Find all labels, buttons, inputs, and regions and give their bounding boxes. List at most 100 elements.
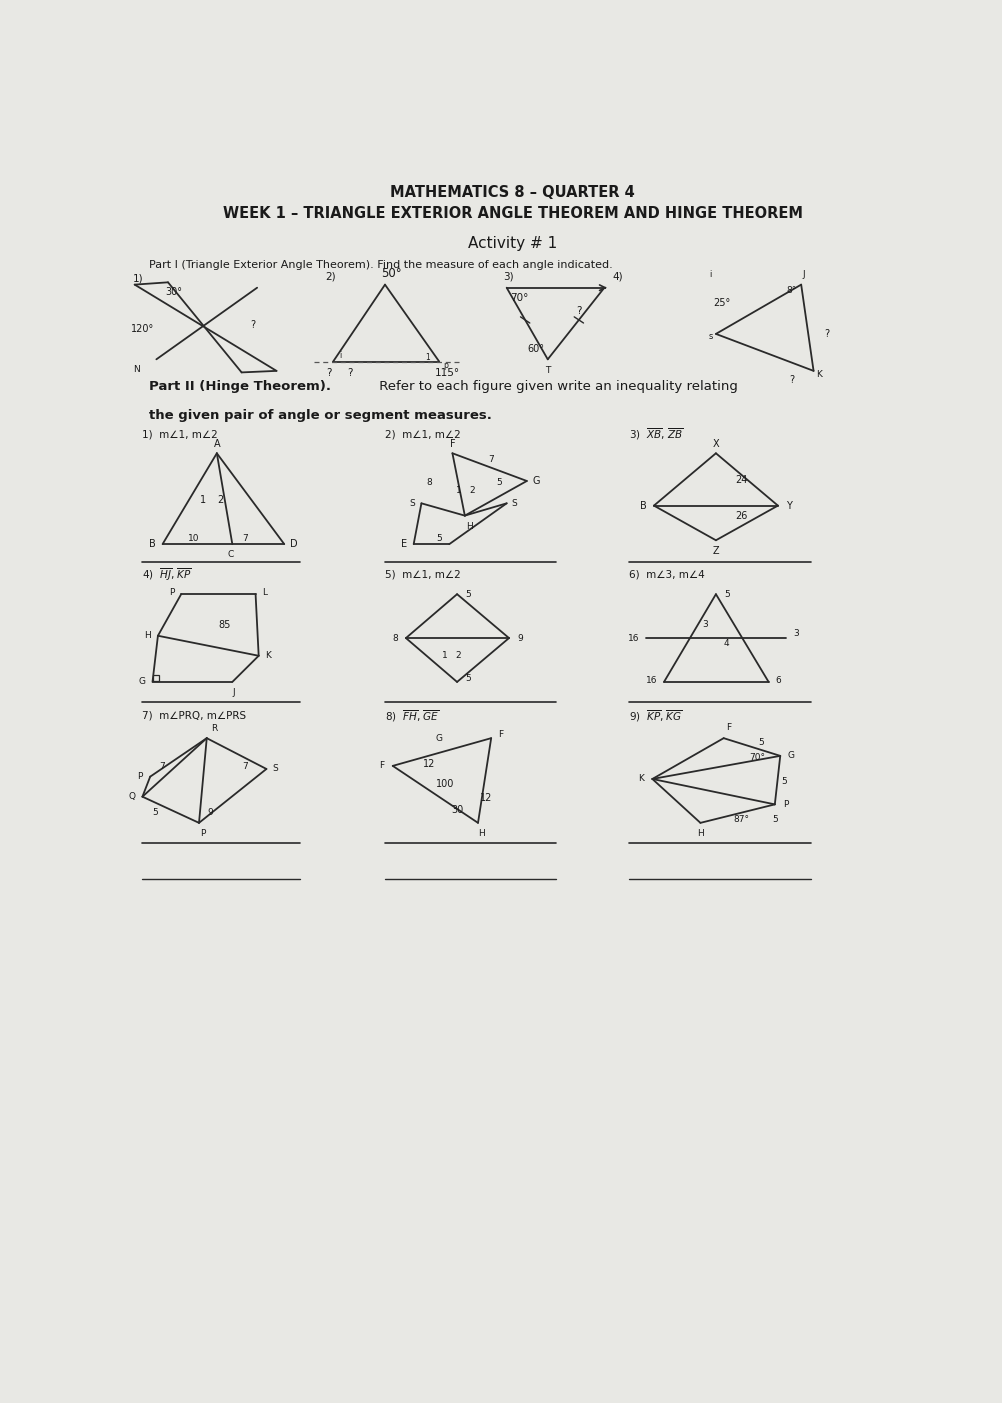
Text: 9: 9	[207, 808, 213, 817]
Text: Y: Y	[785, 501, 791, 511]
Text: K: K	[638, 774, 644, 783]
Text: ?: ?	[789, 375, 794, 384]
Text: S: S	[511, 499, 517, 508]
Text: 9)  $\overline{KP}$, $\overline{KG}$: 9) $\overline{KP}$, $\overline{KG}$	[628, 709, 682, 724]
Text: G: G	[787, 752, 794, 760]
Text: A: A	[213, 439, 219, 449]
Text: 7: 7	[488, 455, 494, 464]
Text: F: F	[725, 723, 730, 732]
Text: 2: 2	[216, 495, 222, 505]
Text: 2: 2	[469, 485, 475, 495]
Text: ?: ?	[326, 368, 332, 379]
Text: 9: 9	[516, 634, 522, 643]
Text: i: i	[340, 351, 342, 361]
Text: P: P	[783, 800, 788, 810]
Text: 5: 5	[151, 808, 157, 817]
Text: 25°: 25°	[712, 297, 730, 309]
Text: G: G	[532, 476, 539, 485]
Text: 12: 12	[423, 759, 435, 769]
Text: G: G	[435, 734, 442, 742]
Text: Part I (Triangle Exterior Angle Theorem). Find the measure of each angle indicat: Part I (Triangle Exterior Angle Theorem)…	[148, 260, 612, 269]
Text: 5: 5	[465, 673, 470, 683]
Text: 1): 1)	[133, 274, 143, 283]
Text: E: E	[401, 539, 407, 549]
Text: 70°: 70°	[509, 293, 528, 303]
Text: 50°: 50°	[381, 268, 401, 281]
Text: Activity # 1: Activity # 1	[468, 236, 557, 251]
Text: 4: 4	[722, 638, 728, 648]
Text: 5)  m∠1, m∠2: 5) m∠1, m∠2	[385, 570, 460, 579]
Text: 30°: 30°	[164, 288, 181, 297]
Text: S: S	[273, 765, 279, 773]
Text: B: B	[639, 501, 646, 511]
Text: 87°: 87°	[732, 815, 748, 825]
Text: 60°: 60°	[527, 344, 544, 355]
Text: 1: 1	[199, 495, 205, 505]
Text: 5: 5	[781, 777, 787, 786]
Text: F: F	[379, 762, 384, 770]
Text: 4)  $\overline{HJ}$, $\overline{KP}$: 4) $\overline{HJ}$, $\overline{KP}$	[142, 567, 192, 584]
Text: F: F	[497, 730, 503, 739]
Bar	[153, 675, 159, 682]
Text: 5: 5	[496, 478, 501, 487]
Text: 3): 3)	[503, 272, 514, 282]
Text: 70°: 70°	[748, 753, 765, 762]
Text: C: C	[227, 550, 233, 560]
Text: s: s	[707, 331, 712, 341]
Text: Refer to each figure given write an inequality relating: Refer to each figure given write an ineq…	[375, 380, 737, 393]
Text: F: F	[449, 439, 455, 449]
Text: 1: 1	[425, 352, 430, 362]
Text: ?: ?	[575, 306, 581, 316]
Text: 5: 5	[465, 589, 470, 599]
Text: ?: ?	[347, 368, 353, 379]
Text: 16: 16	[645, 676, 656, 685]
Text: 7)  m∠PRQ, m∠PRS: 7) m∠PRQ, m∠PRS	[142, 711, 246, 721]
Text: Q: Q	[128, 793, 135, 801]
Text: J: J	[232, 689, 234, 697]
Text: S: S	[409, 499, 415, 508]
Text: 85: 85	[218, 620, 230, 630]
Text: 120°: 120°	[130, 324, 154, 334]
Text: K: K	[816, 370, 821, 379]
Text: the given pair of angle or segment measures.: the given pair of angle or segment measu…	[148, 410, 491, 422]
Text: 5: 5	[772, 815, 777, 825]
Text: G: G	[138, 678, 145, 686]
Text: 8: 8	[426, 478, 432, 487]
Text: 3)  $\overline{XB}$, $\overline{ZB}$: 3) $\overline{XB}$, $\overline{ZB}$	[628, 427, 682, 442]
Text: X: X	[711, 439, 718, 449]
Text: 7: 7	[159, 762, 165, 772]
Text: 12: 12	[479, 793, 491, 804]
Text: 8°: 8°	[786, 286, 797, 295]
Text: 100: 100	[435, 779, 454, 790]
Text: P: P	[200, 829, 205, 838]
Text: R: R	[211, 724, 217, 734]
Text: 6: 6	[775, 676, 780, 685]
Text: 26: 26	[734, 511, 746, 521]
Text: 30: 30	[451, 805, 463, 815]
Text: N: N	[133, 365, 139, 373]
Text: K: K	[265, 651, 271, 661]
Text: 10: 10	[187, 535, 199, 543]
Text: P: P	[169, 588, 174, 598]
Text: ?: ?	[824, 328, 829, 340]
Text: 1: 1	[441, 651, 447, 661]
Text: 8: 8	[392, 634, 398, 643]
Text: T: T	[544, 366, 550, 376]
Text: D: D	[290, 539, 297, 549]
Text: 5: 5	[758, 738, 763, 746]
Text: 4): 4)	[611, 272, 622, 282]
Text: 6)  m∠3, m∠4: 6) m∠3, m∠4	[628, 570, 704, 579]
Text: p: p	[443, 361, 448, 370]
Text: 1)  m∠1, m∠2: 1) m∠1, m∠2	[142, 429, 218, 439]
Text: P: P	[136, 772, 142, 781]
Text: H: H	[696, 829, 703, 838]
Text: H: H	[478, 829, 485, 838]
Text: L: L	[263, 588, 268, 598]
Text: i: i	[708, 271, 711, 279]
Text: H: H	[466, 522, 472, 530]
Text: 3: 3	[793, 629, 799, 638]
Text: 3: 3	[701, 620, 707, 630]
Text: 115°: 115°	[434, 368, 459, 379]
Text: B: B	[149, 539, 155, 549]
Text: 2): 2)	[325, 272, 336, 282]
